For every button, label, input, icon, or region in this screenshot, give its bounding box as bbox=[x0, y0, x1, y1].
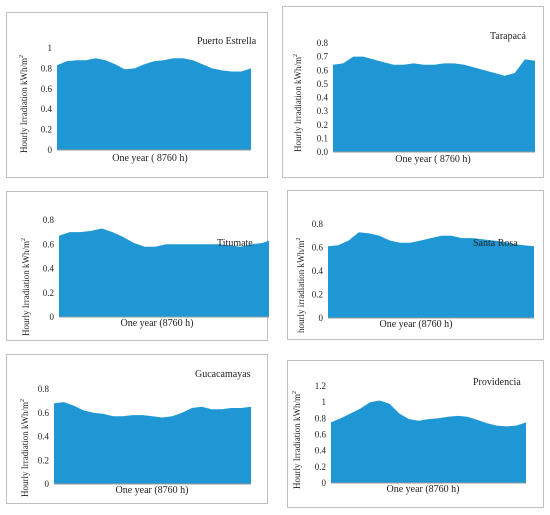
chart-panel-titumate: 0 0.2 0.4 0.6 0.8 Titumate One year (8760 h)… bbox=[6, 191, 269, 341]
y-tick-label: 0.7 bbox=[317, 52, 329, 62]
y-tick-label: 0.4 bbox=[315, 446, 327, 456]
chart-svg: 0 0.2 0.4 0.6 0.8 bbox=[312, 219, 534, 323]
chart-title: Providencia bbox=[473, 377, 521, 388]
y-tick-label: 0.6 bbox=[41, 84, 53, 94]
y-tick-label: 0 bbox=[319, 313, 324, 323]
chart-panel-tarapaca: 0.0 0.1 0.2 0.3 0.4 0.5 0.6 0.7 0.8 Tarapacá One… bbox=[282, 6, 544, 178]
chart-title: Tarapacá bbox=[490, 31, 526, 42]
chart-panel-puerto-estrella: 0 0.2 0.4 0.6 0.8 1 Puerto Estrella One year … bbox=[6, 12, 268, 178]
irradiation-area bbox=[331, 400, 526, 483]
y-tick-label: 0.4 bbox=[312, 266, 324, 276]
y-tick-label: 0 bbox=[45, 479, 50, 489]
x-axis-label: One year ( 8760 h) bbox=[112, 153, 188, 164]
y-tick-label: 0.0 bbox=[317, 147, 329, 157]
y-tick-label: 0.8 bbox=[41, 63, 53, 73]
chart-svg: 0.0 0.1 0.2 0.3 0.4 0.5 0.6 0.7 0.8 bbox=[317, 38, 535, 157]
x-axis-label: One year (8760 h) bbox=[115, 485, 189, 496]
y-tick-label: 1.2 bbox=[315, 381, 326, 391]
y-tick-label: 0.8 bbox=[43, 215, 55, 225]
y-tick-label: 0.6 bbox=[312, 243, 324, 253]
y-axis-label: Hourly Irradiation kWh/m2 bbox=[19, 55, 29, 153]
y-axis-label: Hourly Irradiation kWh/m2 bbox=[292, 391, 302, 489]
y-axis-label: Hourly Irradiation kWh/m2 bbox=[21, 238, 31, 336]
y-tick-label: 0.8 bbox=[312, 219, 324, 229]
x-axis-label: One year (8760 h) bbox=[120, 318, 194, 329]
y-tick-label: 0.5 bbox=[317, 79, 329, 89]
y-axis-label: Hourly Irradiation kWh/m2 bbox=[293, 54, 303, 152]
chart-panel-santa-rosa: 0 0.2 0.4 0.6 0.8 Santa Rosa One year (8760 … bbox=[287, 190, 544, 340]
y-tick-label: 0.4 bbox=[41, 104, 53, 114]
y-tick-label: 0.8 bbox=[315, 413, 327, 423]
chart-svg: 0 0.2 0.4 0.6 0.8 1 1.2 bbox=[315, 381, 526, 488]
irradiation-area bbox=[57, 58, 251, 151]
y-axis-label: hourly irradiation kWh/m2 bbox=[296, 237, 306, 333]
irradiation-area bbox=[328, 232, 534, 318]
y-tick-label: 1 bbox=[48, 43, 53, 53]
x-axis-label: One year ( 8760 h) bbox=[395, 154, 471, 165]
chart-svg: 0 0.2 0.4 0.6 0.8 bbox=[38, 384, 251, 489]
irradiation-area bbox=[54, 402, 251, 484]
y-tick-label: 0.1 bbox=[317, 133, 328, 143]
y-tick-label: 0 bbox=[322, 478, 327, 488]
y-tick-label: 0.8 bbox=[38, 384, 50, 394]
y-tick-label: 0.2 bbox=[317, 120, 328, 130]
chart-title: Santa Rosa bbox=[473, 238, 518, 249]
y-tick-label: 0.2 bbox=[38, 455, 49, 465]
chart-title: Puerto Estrella bbox=[197, 36, 257, 47]
y-tick-label: 0.2 bbox=[315, 462, 326, 472]
y-tick-label: 0.6 bbox=[317, 65, 329, 75]
irradiation-area bbox=[333, 56, 535, 152]
x-axis-label: One year (8760 h) bbox=[386, 484, 460, 495]
chart-panel-gucacamayas: 0 0.2 0.4 0.6 0.8 Gucacamayas One year (8760… bbox=[6, 354, 268, 504]
y-tick-label: 0.2 bbox=[41, 125, 52, 135]
x-axis-label: One year (8760 h) bbox=[379, 319, 453, 330]
irradiation-area bbox=[59, 228, 269, 317]
y-tick-label: 0.3 bbox=[317, 106, 329, 116]
chart-svg: 0 0.2 0.4 0.6 0.8 bbox=[43, 215, 269, 322]
y-tick-label: 0.4 bbox=[38, 432, 50, 442]
y-tick-label: 0.2 bbox=[312, 290, 323, 300]
y-axis-label: Hourly Irradiation kWh/m2 bbox=[20, 399, 30, 497]
chart-panel-providencia: 0 0.2 0.4 0.6 0.8 1 1.2 Providencia One year (… bbox=[287, 360, 544, 508]
y-tick-label: 0.6 bbox=[43, 239, 55, 249]
chart-title: Titumate bbox=[217, 238, 253, 249]
y-tick-label: 0.2 bbox=[43, 288, 54, 298]
y-tick-label: 0.6 bbox=[315, 430, 327, 440]
y-tick-label: 0.4 bbox=[317, 93, 329, 103]
chart-svg: 0 0.2 0.4 0.6 0.8 1 bbox=[41, 43, 251, 155]
y-tick-label: 0 bbox=[48, 145, 53, 155]
chart-title: Gucacamayas bbox=[195, 369, 251, 380]
y-tick-label: 0.4 bbox=[43, 264, 55, 274]
y-tick-label: 1 bbox=[322, 397, 327, 407]
y-tick-label: 0.6 bbox=[38, 408, 50, 418]
y-tick-label: 0 bbox=[50, 312, 55, 322]
y-tick-label: 0.8 bbox=[317, 38, 329, 48]
